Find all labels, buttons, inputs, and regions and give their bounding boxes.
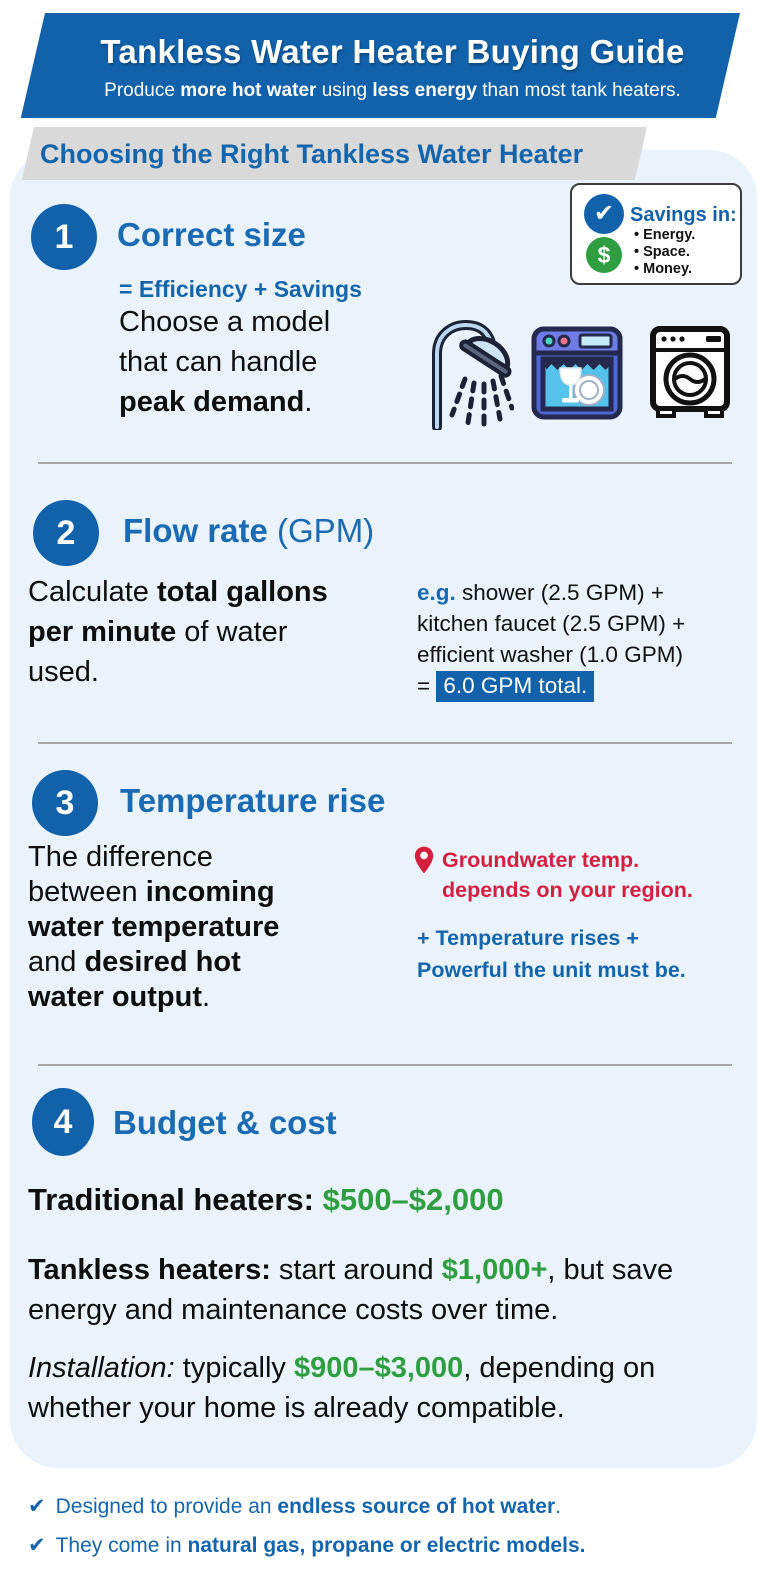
check-icon: ✔ xyxy=(584,194,624,234)
footer-benefit-endless-hot-water: ✔ Designed to provide an endless source o… xyxy=(28,1494,561,1519)
savings-item-space: Space. xyxy=(634,244,695,261)
section-3-body: The difference between incoming water temp… xyxy=(28,841,280,1013)
section-divider xyxy=(38,1064,732,1066)
section-divider xyxy=(38,742,732,744)
footer-benefit-text: Designed to provide an endless source of… xyxy=(55,1495,562,1518)
check-glyph: ✔ xyxy=(593,200,615,227)
groundwater-note-text: Groundwater temp. depends on your region. xyxy=(442,848,693,902)
location-pin-icon xyxy=(414,846,434,874)
section-2-title: Flow rate (GPM) xyxy=(123,512,375,549)
footer-benefit-fuel-models: ✔ They come in natural gas, propane or el… xyxy=(28,1533,585,1558)
dishwasher-icon xyxy=(531,326,623,425)
section-3-groundwater-note: Groundwater temp. depends on your region. xyxy=(414,845,693,905)
savings-item-money: Money. xyxy=(634,261,695,278)
page-subtitle: Produce more hot water using less energy… xyxy=(104,80,681,101)
traditional-heaters-line: Traditional heaters: $500–$2,000 xyxy=(28,1182,504,1217)
section-4-number-badge: 4 xyxy=(32,1088,94,1156)
section-2-number-badge: 2 xyxy=(33,500,99,566)
tankless-heaters-line: Tankless heaters: start around $1,000+, … xyxy=(28,1254,674,1326)
washing-machine-icon xyxy=(649,325,731,425)
section-1-title: Correct size xyxy=(117,216,306,253)
section-divider xyxy=(38,462,732,464)
section-2-body: Calculate total gallons per minute of wat… xyxy=(28,576,328,688)
installation-line: Installation: typically $900–$3,000, dep… xyxy=(28,1352,656,1424)
ribbon-title: Choosing the Right Tankless Water Heater xyxy=(40,139,584,169)
dollar-glyph: $ xyxy=(597,242,611,268)
dollar-icon: $ xyxy=(586,237,622,273)
check-icon: ✔ xyxy=(28,1495,46,1518)
savings-item-energy: Energy. xyxy=(634,227,695,244)
savings-callout: ✔ Savings in: $ Energy. Space. Money. xyxy=(570,183,742,285)
page-title: Tankless Water Heater Buying Guide xyxy=(100,33,685,70)
section-1-body: Choose a model that can handle peak demand… xyxy=(119,306,331,418)
section-1-tagline: = Efficiency + Savings xyxy=(119,276,362,302)
section-3-title: Temperature rise xyxy=(120,782,386,819)
section-3-temperature-note: + Temperature rises + Powerful the unit m… xyxy=(417,926,686,982)
header: Tankless Water Heater Buying Guide Produ… xyxy=(45,13,740,102)
content-panel xyxy=(10,150,757,1468)
section-3-number-badge: 3 xyxy=(32,770,98,836)
check-icon: ✔ xyxy=(28,1534,46,1557)
section-4-title: Budget & cost xyxy=(113,1104,337,1141)
savings-title: Savings in: xyxy=(630,204,737,226)
footer-benefit-text: They come in natural gas, propane or ele… xyxy=(55,1534,586,1557)
savings-list: Energy. Space. Money. xyxy=(634,227,695,278)
section-1-number-badge: 1 xyxy=(31,204,97,270)
shower-icon xyxy=(424,316,515,435)
section-2-example: e.g. shower (2.5 GPM) + kitchen faucet (2… xyxy=(417,577,685,702)
